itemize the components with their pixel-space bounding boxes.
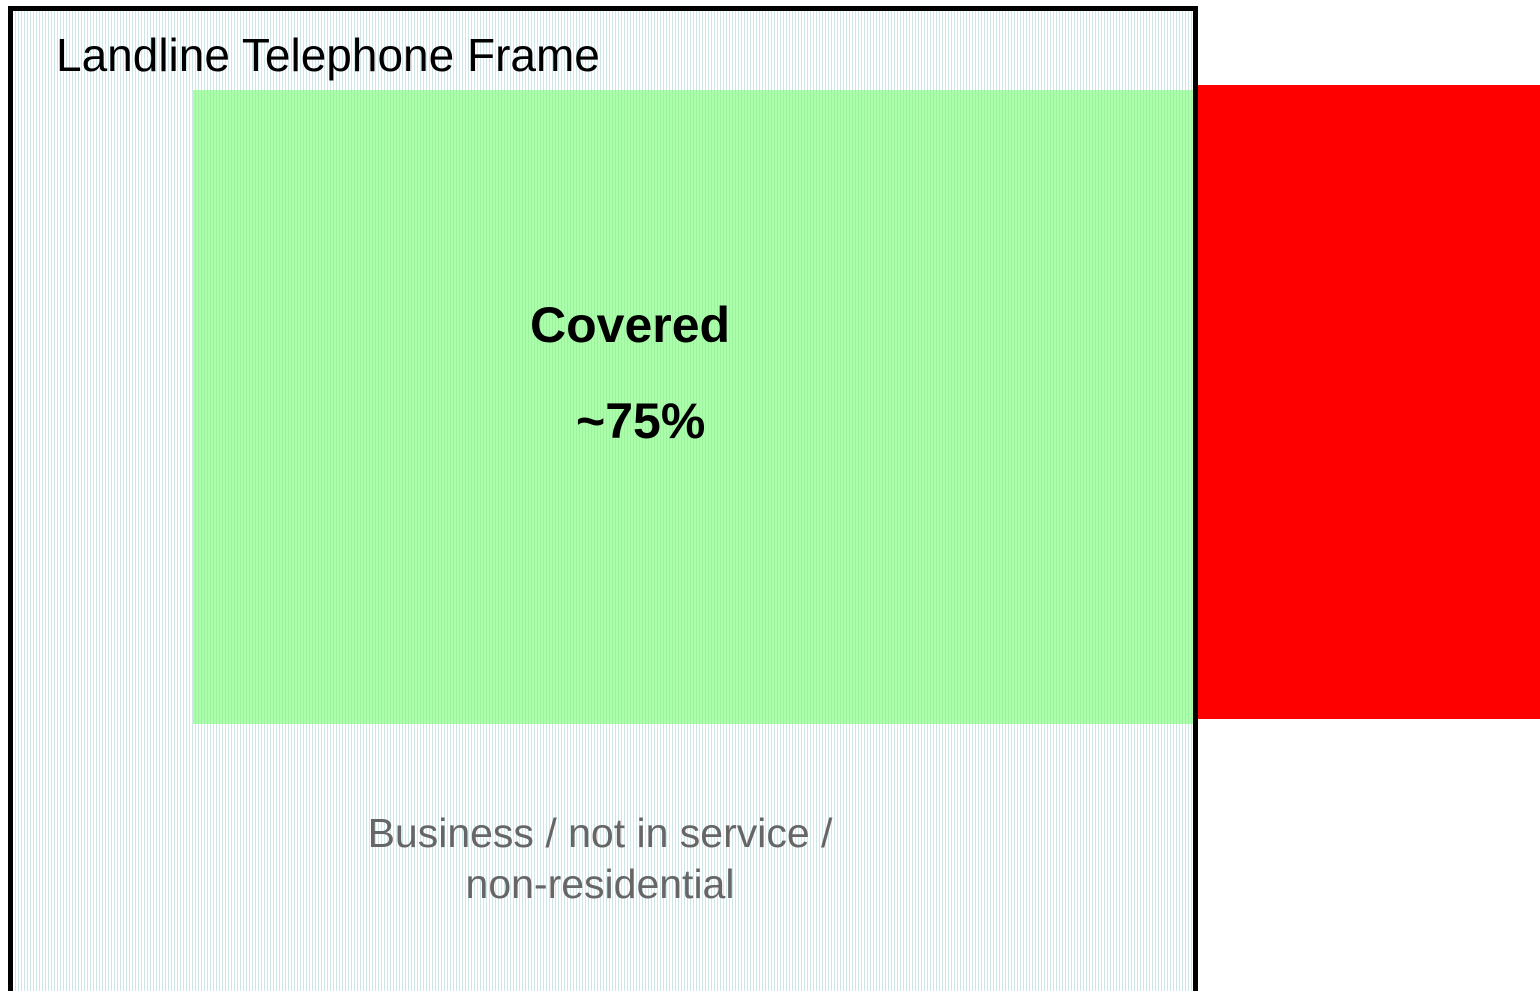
excluded-text: Business / not in service / non-resident… [300, 808, 900, 910]
uncovered-box [1198, 85, 1540, 719]
covered-box [193, 90, 1193, 724]
frame-title: Landline Telephone Frame [56, 29, 600, 81]
covered-label: Covered [530, 297, 731, 353]
excluded-line: Business / not in service / [367, 810, 833, 856]
excluded-line: non-residential [465, 861, 735, 907]
covered-share: ~75% [576, 393, 706, 449]
